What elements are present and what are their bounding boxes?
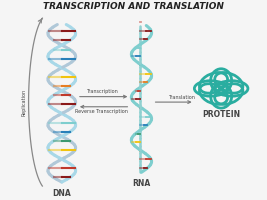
Text: PROTEIN: PROTEIN xyxy=(202,110,240,119)
Text: Translation: Translation xyxy=(168,95,195,100)
Text: DNA: DNA xyxy=(52,189,71,198)
Text: TRANSCRIPTION AND TRANSLATION: TRANSCRIPTION AND TRANSLATION xyxy=(43,2,224,11)
Text: Transcription: Transcription xyxy=(86,89,117,94)
Text: Reverse Transcription: Reverse Transcription xyxy=(75,109,128,114)
Text: RNA: RNA xyxy=(132,179,151,188)
Text: Replication: Replication xyxy=(21,89,26,116)
